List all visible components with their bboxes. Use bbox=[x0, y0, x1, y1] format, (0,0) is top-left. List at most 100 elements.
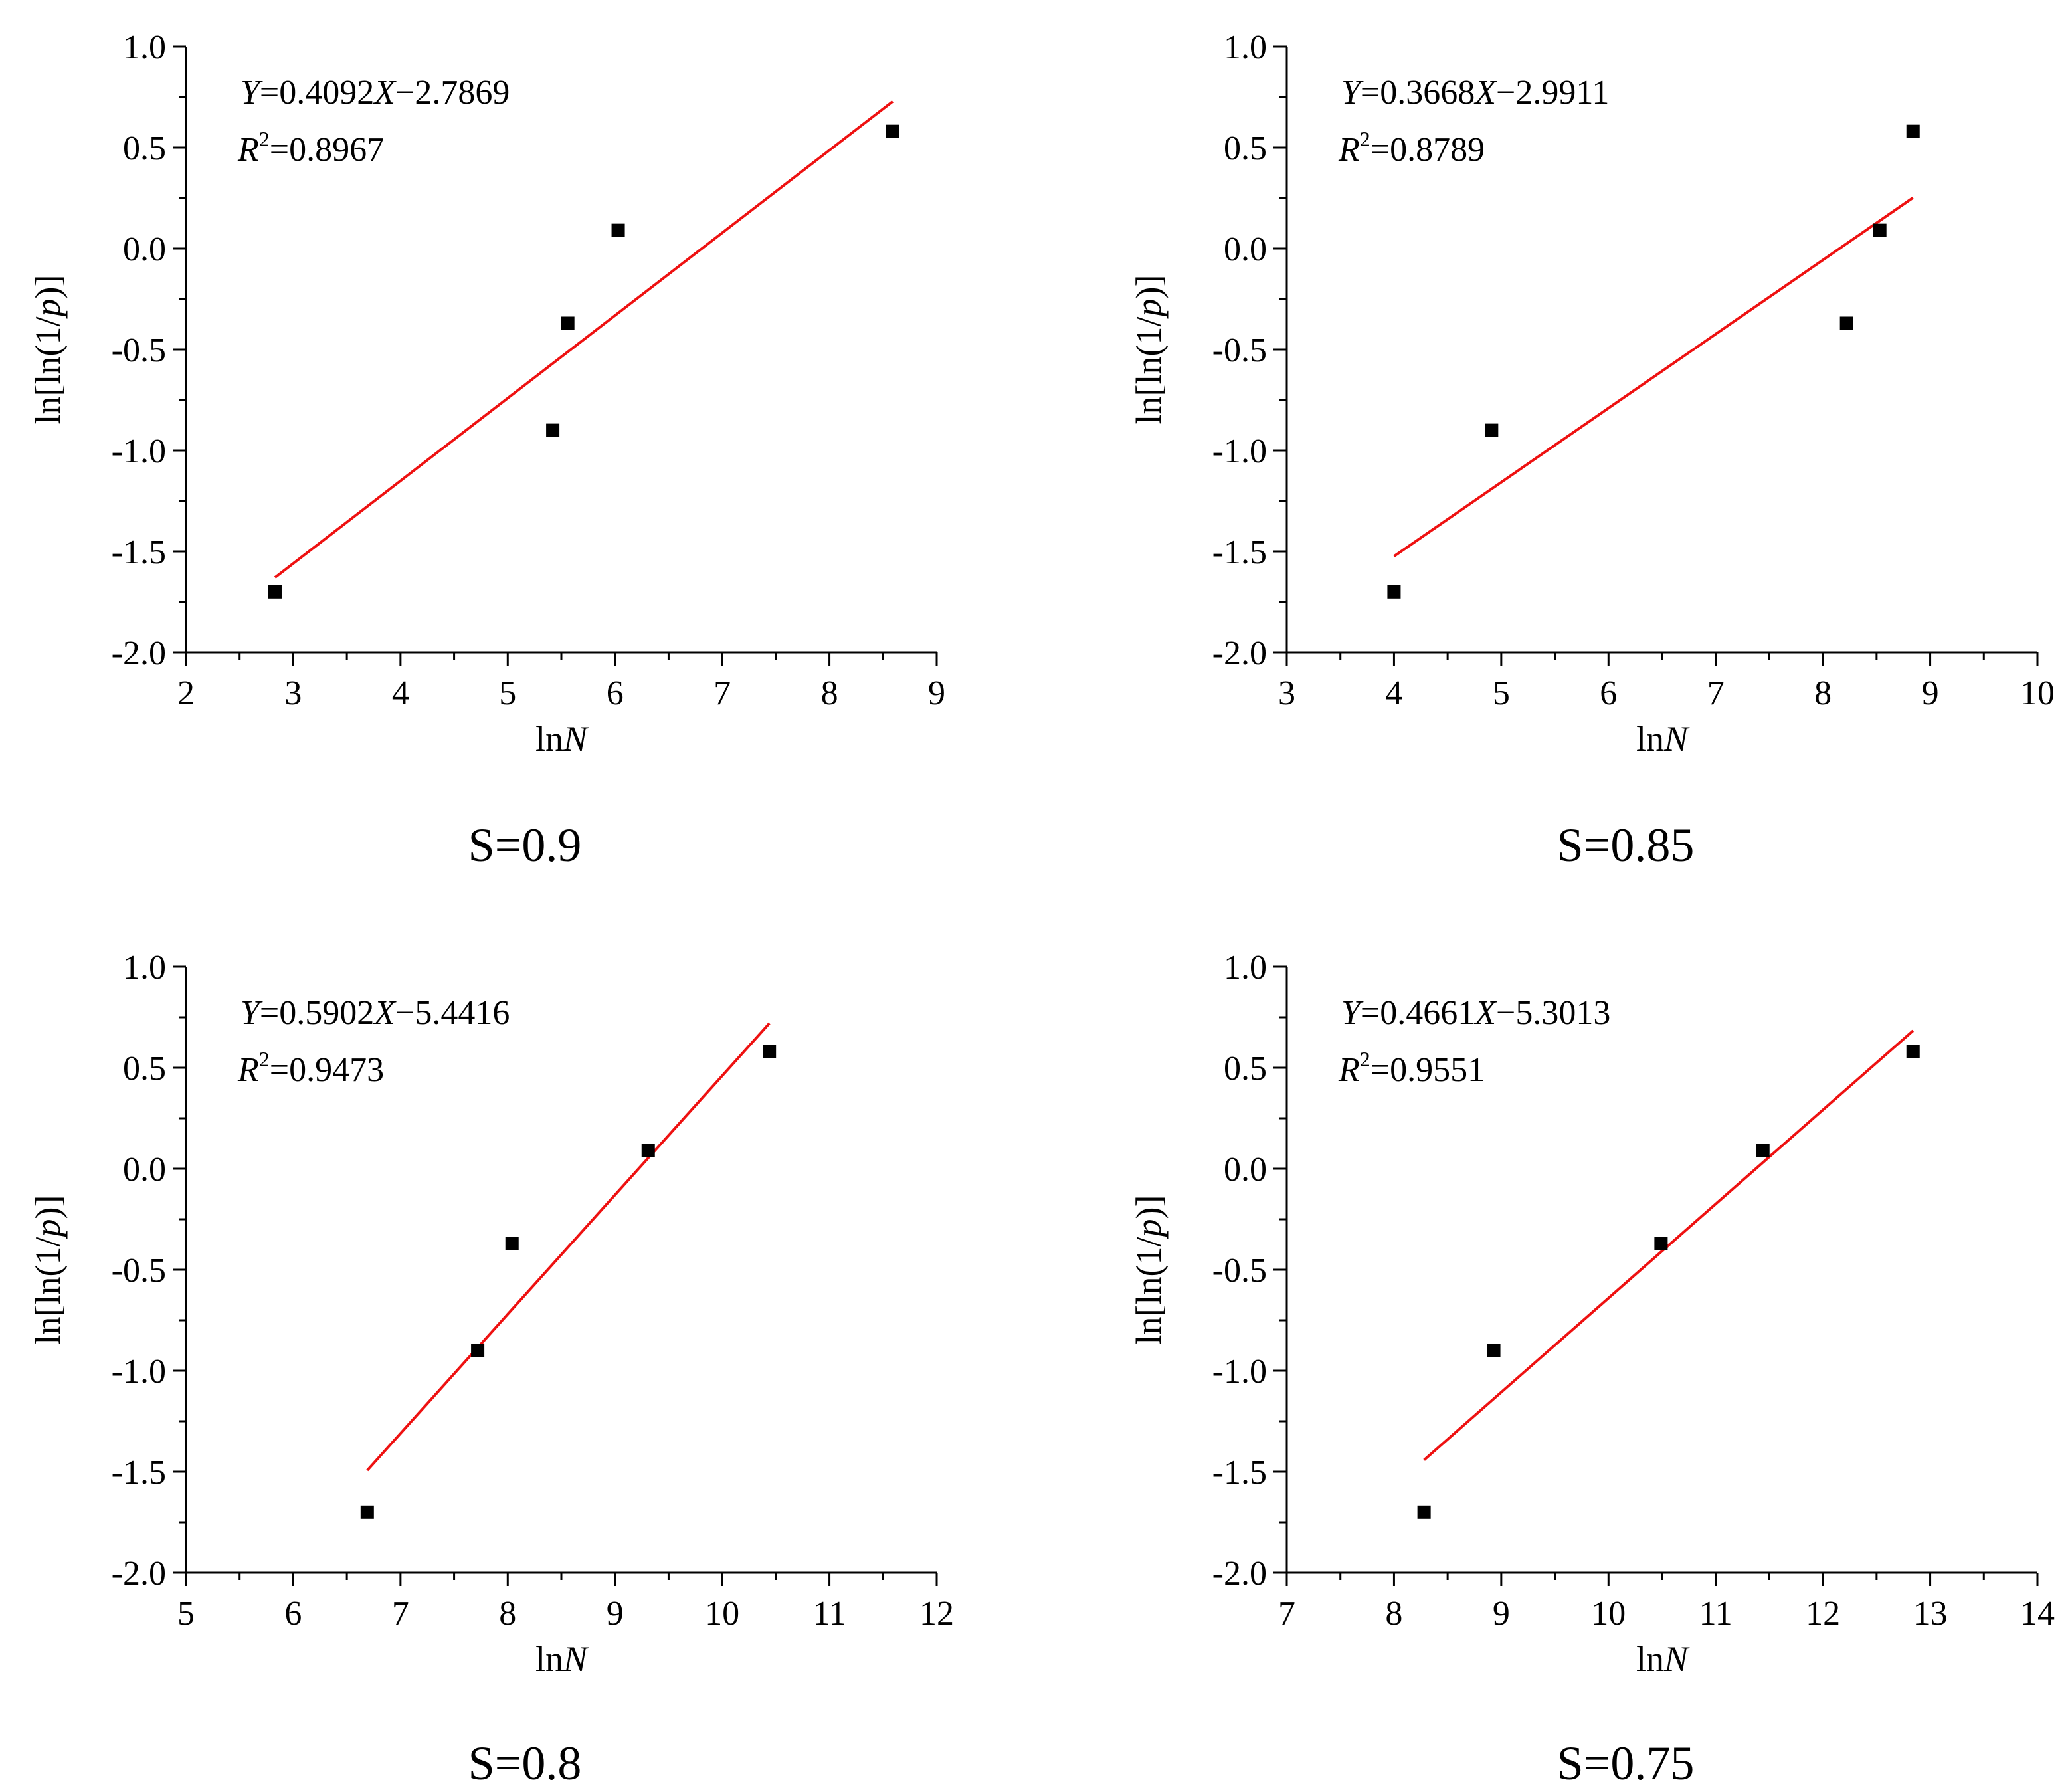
data-point bbox=[1387, 585, 1401, 599]
x-tick-label: 12 bbox=[1806, 1595, 1840, 1633]
y-tick-label: -1.0 bbox=[112, 433, 166, 470]
fit-line bbox=[274, 100, 894, 579]
x-tick-label: 4 bbox=[1385, 674, 1402, 712]
data-point bbox=[1654, 1237, 1668, 1250]
x-tick-label: 3 bbox=[1278, 674, 1295, 712]
r-squared: R2=0.9551 bbox=[1338, 1047, 1485, 1089]
data-point bbox=[360, 1505, 374, 1519]
x-tick-label: 10 bbox=[705, 1595, 739, 1633]
x-tick-label: 5 bbox=[499, 674, 516, 712]
y-tick-label: 0.0 bbox=[1224, 231, 1267, 268]
y-tick-label: 0.0 bbox=[1224, 1151, 1267, 1189]
y-tick-label: 1.0 bbox=[1224, 29, 1267, 66]
y-tick-label: -1.5 bbox=[112, 1454, 166, 1492]
x-axis-title: lnN bbox=[1636, 1639, 1690, 1679]
data-point bbox=[1417, 1505, 1431, 1519]
x-axis-title: lnN bbox=[535, 1639, 589, 1679]
x-tick-label: 11 bbox=[1699, 1595, 1733, 1633]
y-tick-label: 1.0 bbox=[123, 29, 166, 66]
data-point bbox=[1873, 223, 1887, 237]
x-tick-label: 8 bbox=[1814, 674, 1832, 712]
y-tick-label: 0.5 bbox=[123, 1050, 166, 1088]
y-tick-label: -0.5 bbox=[112, 1252, 166, 1290]
fit-equation: Y=0.3668X−2.9911 bbox=[1341, 74, 1609, 112]
data-point bbox=[268, 585, 282, 599]
x-axis-title: lnN bbox=[535, 719, 589, 759]
fit-equation: Y=0.4092X−2.7869 bbox=[240, 74, 510, 112]
y-tick-label: 1.0 bbox=[1224, 949, 1267, 987]
x-tick-label: 10 bbox=[2020, 674, 2055, 712]
data-point bbox=[561, 316, 575, 330]
y-tick-label: 0.0 bbox=[123, 1151, 166, 1189]
y-tick-label: -0.5 bbox=[1212, 1252, 1267, 1290]
y-tick-label: -1.5 bbox=[1212, 534, 1267, 571]
data-point bbox=[763, 1045, 777, 1058]
y-tick-label: -1.0 bbox=[1212, 1353, 1267, 1391]
y-axis-title: ln[ln(1/p)] bbox=[28, 275, 68, 425]
x-tick-label: 6 bbox=[607, 674, 624, 712]
chart-caption: S=0.85 bbox=[1557, 819, 1695, 872]
x-tick-label: 9 bbox=[1922, 674, 1939, 712]
y-tick-label: -0.5 bbox=[112, 332, 166, 369]
r-squared: R2=0.8789 bbox=[1338, 127, 1485, 169]
chart-caption: S=0.8 bbox=[468, 1737, 582, 1790]
x-tick-label: 8 bbox=[1385, 1595, 1402, 1633]
data-point bbox=[471, 1344, 485, 1357]
y-tick-label: -2.0 bbox=[112, 1555, 166, 1593]
x-tick-label: 4 bbox=[392, 674, 409, 712]
data-point bbox=[546, 423, 560, 437]
x-tick-label: 9 bbox=[607, 1595, 624, 1633]
data-point bbox=[1906, 1045, 1920, 1058]
chart-panel-3: 5 6 7 8 9 10 11 12 -2.0 -1.5 -1.0 -0.5 0.0 0.5 1.0 lnN l… bbox=[28, 949, 954, 1790]
x-tick-label: 9 bbox=[928, 674, 945, 712]
y-tick-label: -1.0 bbox=[112, 1353, 166, 1391]
x-tick-label: 5 bbox=[1493, 674, 1510, 712]
y-tick-label: 0.5 bbox=[123, 130, 166, 167]
fit-equation: Y=0.5902X−5.4416 bbox=[240, 994, 510, 1032]
y-tick-label: -2.0 bbox=[112, 635, 166, 672]
y-tick-label: 1.0 bbox=[123, 949, 166, 987]
x-tick-label: 8 bbox=[821, 674, 838, 712]
x-tick-label: 9 bbox=[1493, 1595, 1510, 1633]
y-tick-label: 0.5 bbox=[1224, 130, 1267, 167]
y-tick-label: 0.5 bbox=[1224, 1050, 1267, 1088]
x-tick-label: 2 bbox=[177, 674, 195, 712]
data-point bbox=[1756, 1144, 1770, 1157]
y-tick-label: -1.0 bbox=[1212, 433, 1267, 470]
x-tick-label: 14 bbox=[2020, 1595, 2055, 1633]
x-tick-label: 7 bbox=[1278, 1595, 1295, 1633]
x-tick-label: 7 bbox=[392, 1595, 409, 1633]
fit-line bbox=[1393, 196, 1914, 557]
chart-caption: S=0.75 bbox=[1557, 1737, 1695, 1790]
data-point bbox=[1487, 1344, 1501, 1357]
x-tick-label: 11 bbox=[813, 1595, 846, 1633]
x-tick-label: 7 bbox=[713, 674, 731, 712]
x-tick-label: 6 bbox=[1600, 674, 1617, 712]
x-tick-label: 12 bbox=[919, 1595, 954, 1633]
y-axis-title: ln[ln(1/p)] bbox=[28, 1195, 68, 1345]
y-tick-label: 0.0 bbox=[123, 231, 166, 268]
y-tick-label: -1.5 bbox=[112, 534, 166, 571]
fit-line bbox=[1423, 1029, 1915, 1461]
chart-panel-1: 2 3 4 5 6 7 8 9 -2.0 -1.5 -1.0 -0.5 0.0 0.5 1.0 lnN ln[l… bbox=[28, 29, 945, 872]
x-tick-label: 6 bbox=[284, 1595, 302, 1633]
data-point bbox=[611, 223, 625, 237]
fit-equation: Y=0.4661X−5.3013 bbox=[1341, 994, 1610, 1032]
x-tick-label: 7 bbox=[1707, 674, 1725, 712]
r-squared: R2=0.9473 bbox=[237, 1047, 384, 1089]
data-point bbox=[1839, 316, 1853, 330]
x-tick-label: 13 bbox=[1913, 1595, 1948, 1633]
x-tick-label: 5 bbox=[177, 1595, 195, 1633]
data-point bbox=[1906, 124, 1920, 138]
r-squared: R2=0.8967 bbox=[237, 127, 384, 169]
y-axis-title: ln[ln(1/p)] bbox=[1129, 1195, 1169, 1345]
data-point bbox=[641, 1144, 655, 1157]
x-tick-label: 10 bbox=[1591, 1595, 1626, 1633]
y-tick-label: -1.5 bbox=[1212, 1454, 1267, 1492]
chart-caption: S=0.9 bbox=[468, 819, 582, 872]
data-point bbox=[886, 124, 899, 138]
x-tick-label: 3 bbox=[284, 674, 302, 712]
data-point bbox=[505, 1237, 519, 1250]
y-tick-label: -2.0 bbox=[1212, 635, 1267, 672]
chart-panel-2: 3 4 5 6 7 8 9 10 -2.0 -1.5 -1.0 -0.5 0.0 0.5 1.0 lnN ln[… bbox=[1129, 29, 2055, 872]
